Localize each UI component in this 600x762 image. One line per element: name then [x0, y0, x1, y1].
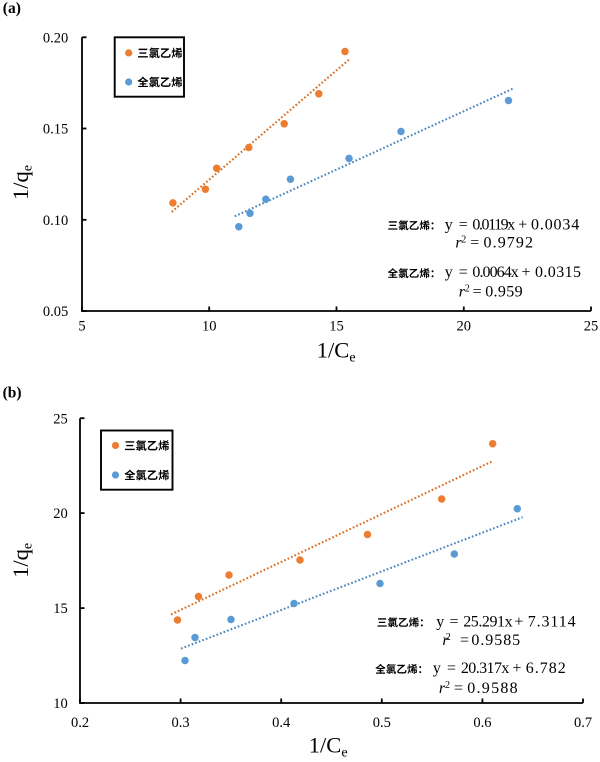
svg-text:(a): (a): [3, 0, 21, 17]
svg-text:0.2: 0.2: [71, 715, 89, 731]
svg-text:0.959: 0.959: [485, 283, 523, 300]
svg-text:r: r: [455, 235, 462, 252]
svg-text:+: +: [518, 216, 527, 233]
svg-text:10: 10: [202, 319, 217, 335]
svg-text:0.0064x: 0.0064x: [472, 264, 518, 281]
svg-text:r: r: [439, 680, 446, 697]
svg-text:20.317x: 20.317x: [461, 660, 509, 677]
svg-text:2: 2: [465, 283, 470, 294]
svg-text:0.05: 0.05: [43, 304, 68, 320]
svg-text:0.6: 0.6: [473, 715, 491, 731]
svg-text:20: 20: [457, 319, 472, 335]
svg-text:1/Ce: 1/Ce: [317, 337, 356, 365]
svg-text:y: y: [436, 613, 444, 630]
svg-text:r: r: [459, 283, 466, 300]
svg-text:=: =: [459, 264, 468, 281]
svg-text:(b): (b): [3, 385, 22, 402]
svg-text:+: +: [512, 660, 521, 677]
svg-text:0.15: 0.15: [43, 122, 68, 138]
svg-text:0.20: 0.20: [43, 30, 68, 46]
svg-text:10: 10: [53, 696, 68, 712]
svg-text:0.10: 0.10: [43, 213, 68, 229]
svg-text:r: r: [442, 632, 449, 649]
svg-text:=: =: [459, 216, 468, 233]
svg-text:0.9585: 0.9585: [471, 632, 521, 649]
svg-text:0.9792: 0.9792: [484, 235, 535, 252]
svg-text:=: =: [460, 632, 469, 649]
svg-text:0.0119x: 0.0119x: [472, 216, 515, 233]
svg-text:2: 2: [445, 680, 450, 691]
svg-text:y: y: [445, 264, 453, 281]
svg-text:0.3: 0.3: [172, 715, 190, 731]
svg-text:20: 20: [53, 506, 68, 522]
svg-text:y: y: [433, 660, 441, 677]
svg-text:25: 25: [584, 319, 599, 335]
svg-text:0.7: 0.7: [574, 715, 592, 731]
svg-text:=: =: [473, 283, 482, 300]
svg-text:+: +: [514, 613, 523, 630]
svg-text:=: =: [454, 680, 463, 697]
svg-text:0.4: 0.4: [272, 715, 291, 731]
svg-text:=: =: [470, 235, 479, 252]
svg-text:0.0034: 0.0034: [531, 216, 580, 233]
svg-text:7.3114: 7.3114: [528, 613, 577, 630]
svg-text:5: 5: [78, 319, 85, 335]
svg-text:=: =: [450, 613, 459, 630]
svg-text:0.5: 0.5: [373, 715, 391, 731]
svg-text:6.782: 6.782: [526, 660, 567, 677]
svg-text:=: =: [447, 660, 456, 677]
svg-text:15: 15: [53, 601, 68, 617]
svg-text:2: 2: [446, 632, 451, 643]
svg-text:0.0315: 0.0315: [535, 264, 581, 281]
svg-text:y: y: [445, 216, 453, 233]
svg-text:+: +: [522, 264, 531, 281]
svg-text:25.291x: 25.291x: [463, 613, 512, 630]
svg-text:0.9588: 0.9588: [467, 680, 519, 697]
svg-text:1/Ce: 1/Ce: [309, 732, 348, 760]
svg-text:2: 2: [461, 235, 466, 246]
svg-text:25: 25: [53, 411, 68, 427]
svg-text:15: 15: [329, 319, 344, 335]
